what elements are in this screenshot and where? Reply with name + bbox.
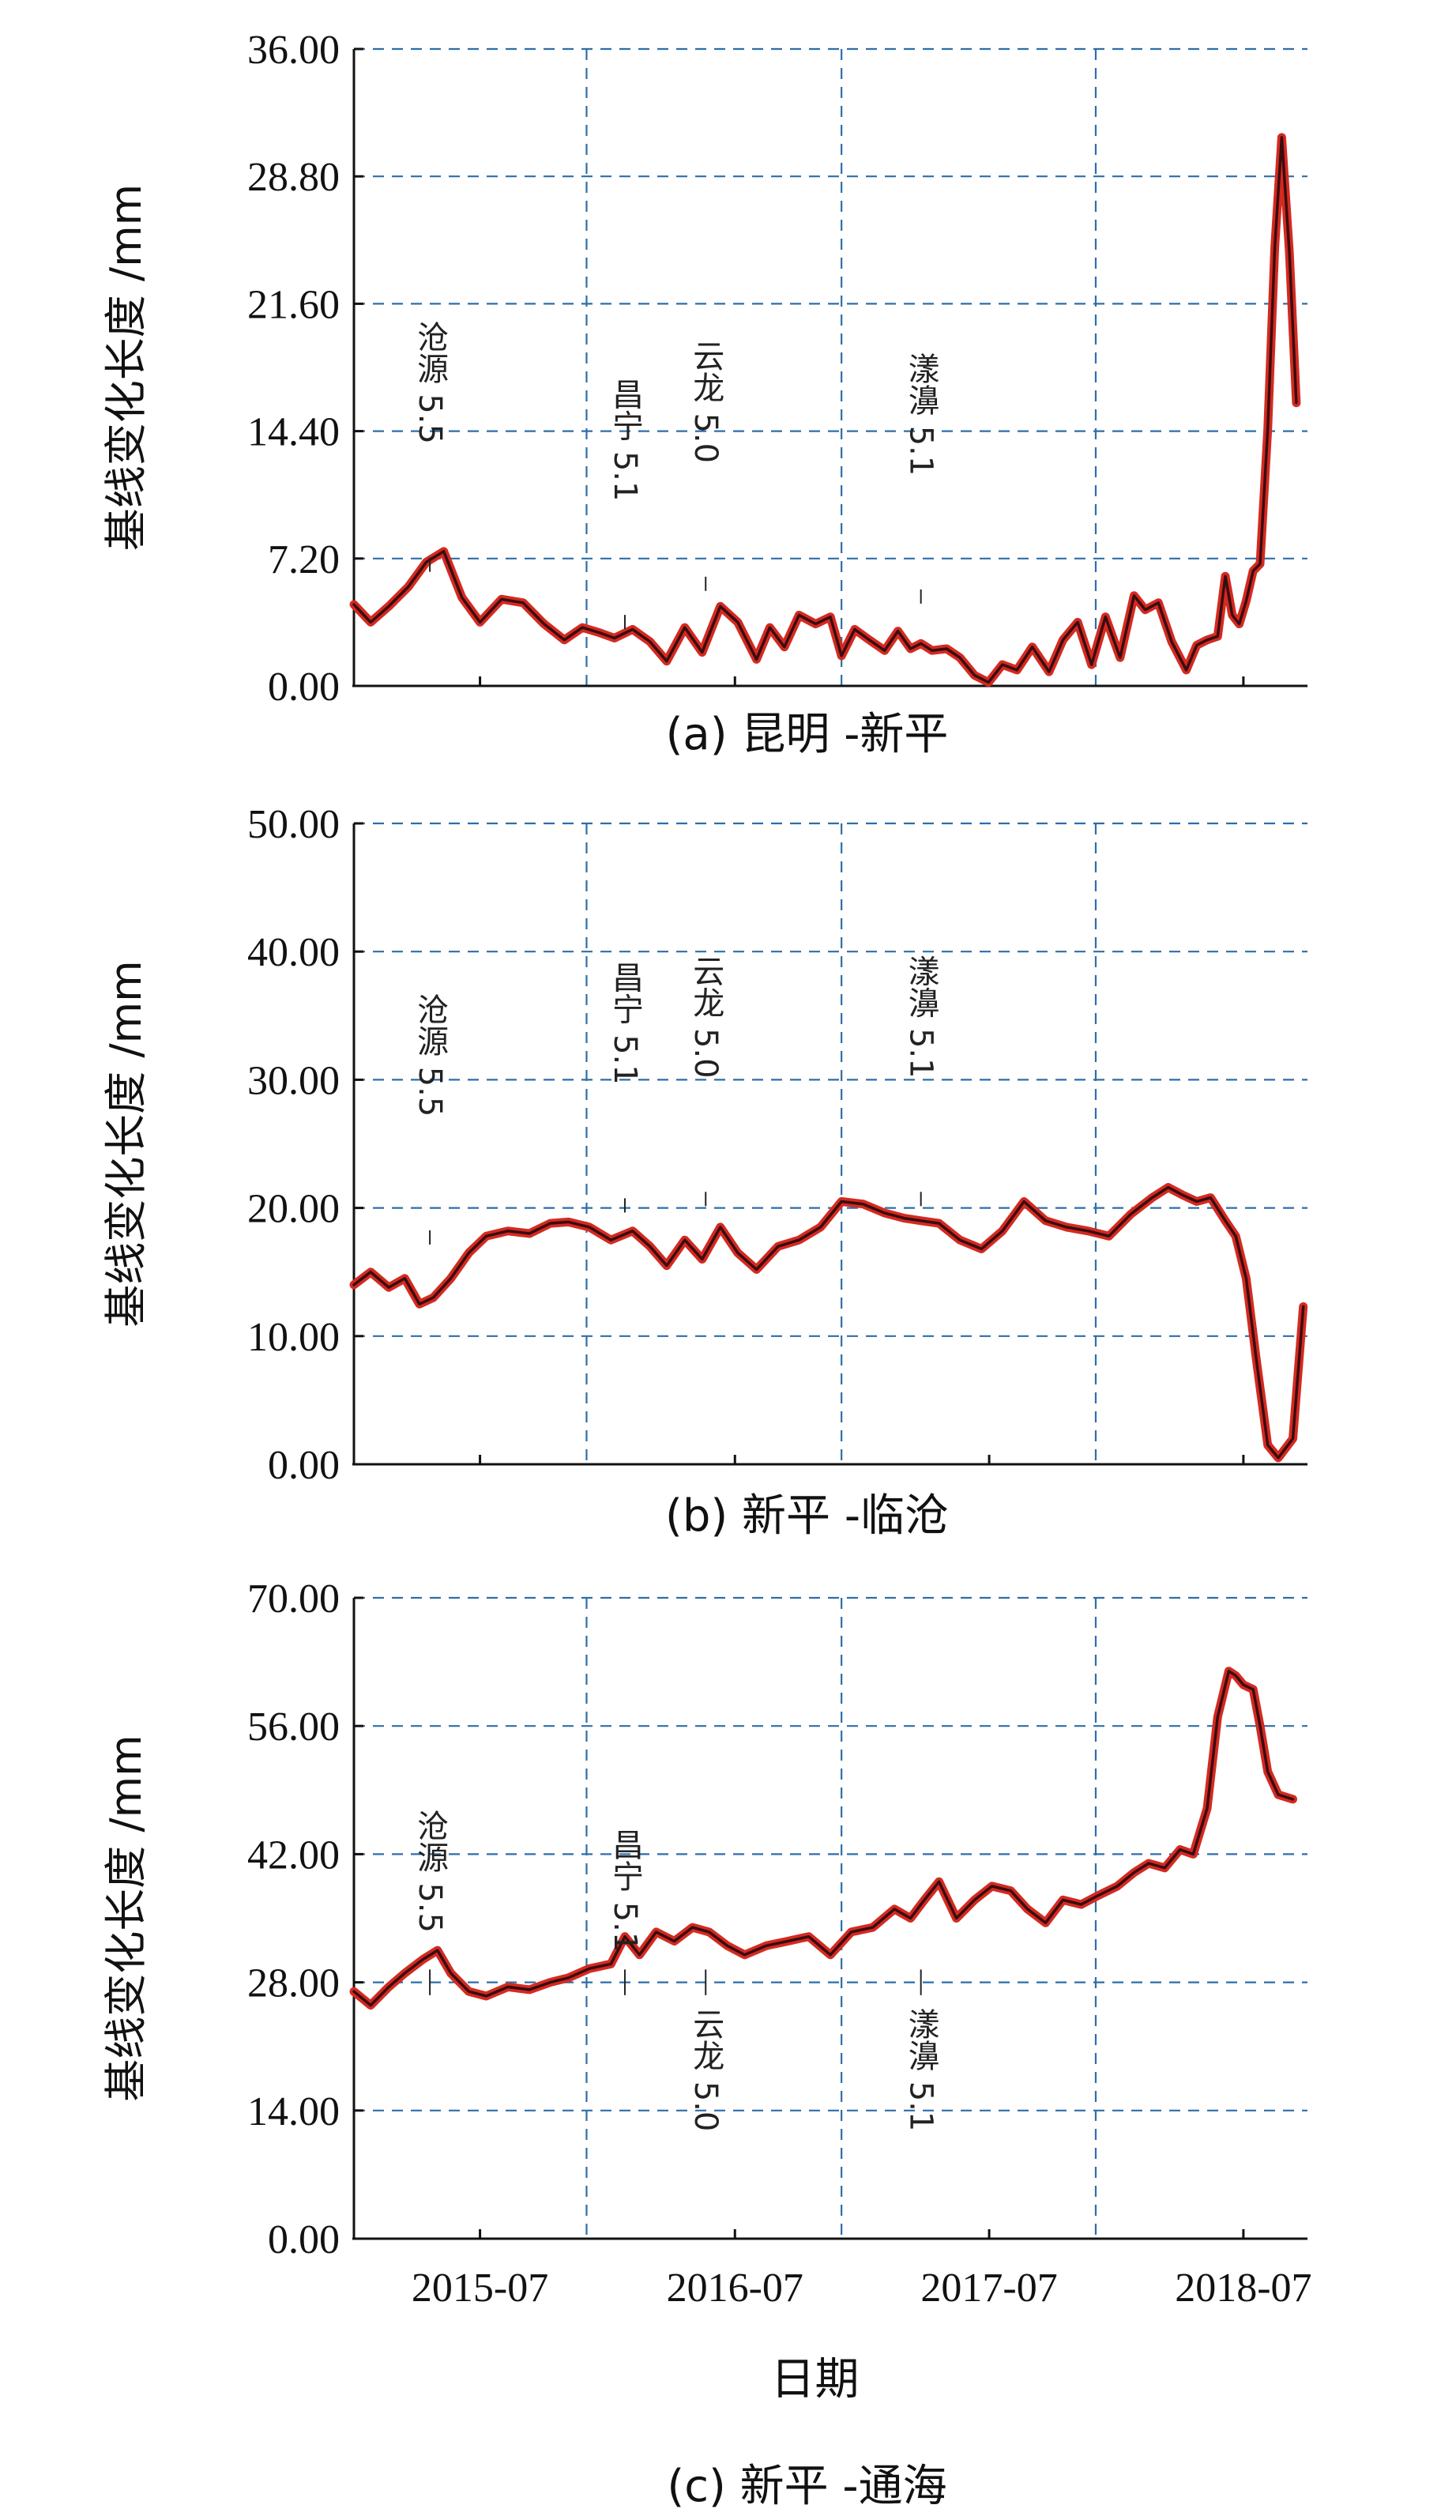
- panel-b-event-annotation: 沧源 5.5: [412, 993, 448, 1117]
- panel-b-y-tick-label: 50.00: [247, 802, 340, 847]
- panel-a-y-tick-label: 0.00: [268, 665, 340, 710]
- panel-c-series-halo: [349, 1667, 1297, 2010]
- panel-c-y-tick-label: 28.00: [247, 1961, 340, 2006]
- panel-a-caption: (a) 昆明 -新平: [666, 709, 949, 760]
- panel-c-event-annotation: 昌宁 5.1: [607, 1829, 643, 1952]
- panel-b-event-annotation: 云龙 5.0: [687, 955, 724, 1078]
- panel-b-series-line: [352, 1185, 1305, 1460]
- panel-c-series-line: [352, 1669, 1295, 2007]
- panel-c-y-tick-label: 0.00: [268, 2217, 340, 2262]
- panel-b-y-tick-label: 40.00: [247, 930, 340, 975]
- panel-a-event-annotation: 云龙 5.0: [687, 340, 724, 463]
- panel-a-y-axis-title: 基线变化长度 /mm: [101, 184, 151, 552]
- x-tick-label: 2015-07: [412, 2266, 548, 2311]
- panel-b-series-halo: [349, 1183, 1308, 1463]
- panel-a-y-tick-label: 28.80: [247, 155, 340, 200]
- panel-b-caption: (b) 新平 -临沧: [665, 1490, 949, 1542]
- panel-b-y-tick-label: 0.00: [268, 1443, 340, 1488]
- x-tick-label: 2017-07: [920, 2266, 1057, 2311]
- panel-b-y-axis-title: 基线变化长度 /mm: [101, 960, 151, 1328]
- panel-c-y-tick-label: 56.00: [247, 1704, 340, 1750]
- panel-a-y-tick-label: 21.60: [247, 282, 340, 327]
- panel-c-y-axis-title: 基线变化长度 /mm: [101, 1735, 151, 2102]
- panel-c-event-annotation: 漾濞 5.1: [903, 2008, 939, 2131]
- panel-a-event-annotation: 昌宁 5.1: [607, 378, 643, 501]
- panel-c-y-tick-label: 42.00: [247, 1833, 340, 1878]
- x-tick-label: 2018-07: [1175, 2266, 1311, 2311]
- panel-b-y-tick-label: 10.00: [247, 1315, 340, 1360]
- panel-c-event-annotation: 沧源 5.5: [412, 1810, 448, 1933]
- panel-a-y-tick-label: 36.00: [247, 28, 340, 73]
- panel-b-event-annotation: 漾濞 5.1: [903, 955, 939, 1078]
- panel-a-event-annotation: 漾濞 5.1: [903, 352, 939, 476]
- panel-a-y-tick-label: 14.40: [247, 410, 340, 455]
- panel-a-event-annotation: 沧源 5.5: [412, 321, 448, 444]
- x-tick-label: 2016-07: [667, 2266, 803, 2311]
- panel-c-event-annotation: 云龙 5.0: [687, 2008, 724, 2131]
- panel-c-caption: (c) 新平 -通海: [667, 2461, 946, 2512]
- panel-b-event-annotation: 昌宁 5.1: [607, 961, 643, 1084]
- panel-c-y-tick-label: 14.00: [247, 2089, 340, 2134]
- panel-b-y-tick-label: 20.00: [247, 1187, 340, 1232]
- panel-c-y-tick-label: 70.00: [247, 1576, 340, 1622]
- panel-b-y-tick-label: 30.00: [247, 1058, 340, 1103]
- x-axis-title: 日期: [771, 2354, 860, 2405]
- panel-a-series-line: [352, 136, 1298, 684]
- panel-a-series-halo: [349, 133, 1301, 687]
- panel-a-y-tick-label: 7.20: [268, 537, 340, 582]
